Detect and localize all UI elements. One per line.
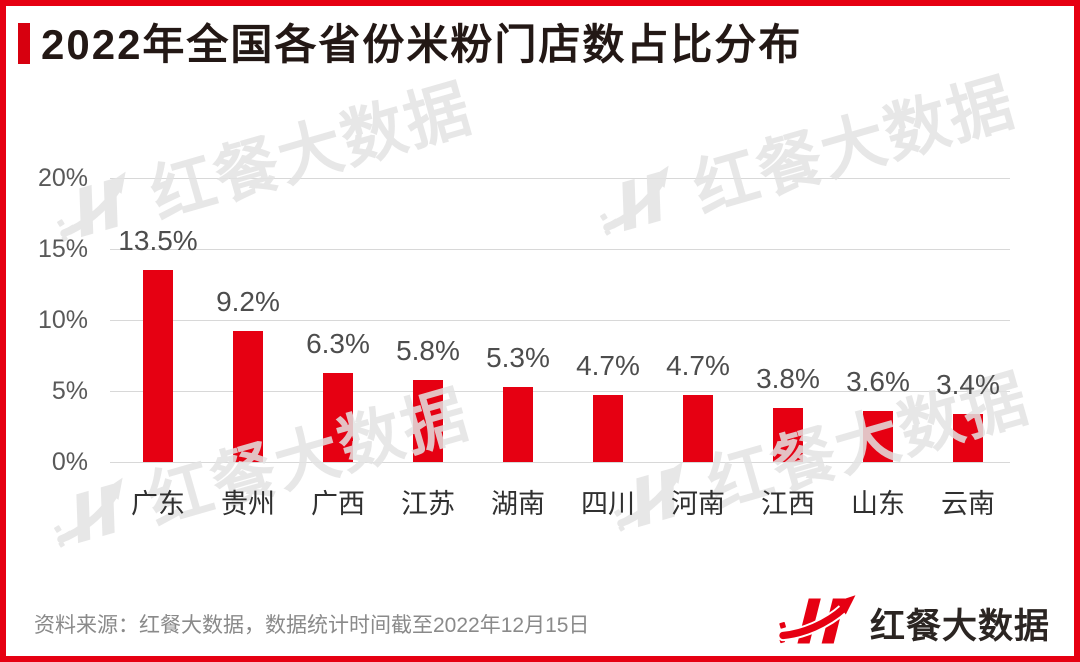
bar-四川 — [593, 395, 623, 462]
page-title: 2022年全国各省份米粉门店数占比分布 — [41, 21, 803, 68]
x-axis-category-label: 贵州 — [221, 489, 275, 519]
bar-湖南 — [503, 386, 533, 462]
x-axis-category-label: 河南 — [671, 489, 725, 519]
title-accent-bar — [18, 23, 30, 64]
bar-广西 — [323, 372, 353, 462]
brand-logo-text: 红餐大数据 — [869, 607, 1050, 646]
bar-value-label: 4.7% — [666, 350, 730, 382]
bar-江西 — [773, 408, 803, 462]
x-axis-category-label: 湖南 — [491, 489, 545, 519]
bar-江苏 — [413, 379, 443, 462]
gridline — [110, 462, 1010, 463]
bar-山东 — [863, 410, 893, 462]
bar-value-label: 4.7% — [576, 350, 640, 382]
y-axis-tick-label: 5% — [51, 377, 88, 405]
gridline — [110, 249, 1010, 250]
x-axis-category-label: 江西 — [761, 489, 815, 519]
x-axis-category-label: 广西 — [311, 489, 365, 519]
bar-贵州 — [233, 331, 263, 462]
bar-河南 — [683, 395, 713, 462]
brand-logo: 红餐大数据 — [777, 592, 1050, 655]
gridline — [110, 178, 1010, 179]
brand-watermark: 红餐大数据 — [585, 49, 1025, 260]
x-axis-category-label: 云南 — [941, 489, 995, 519]
x-axis-category-label: 广东 — [131, 489, 185, 519]
gridline — [110, 391, 1010, 392]
bar-广东 — [143, 270, 173, 462]
y-axis-tick-label: 10% — [37, 306, 88, 334]
x-axis-category-label: 江苏 — [401, 489, 455, 519]
bar-value-label: 9.2% — [216, 286, 280, 318]
bar-value-label: 6.3% — [306, 327, 370, 359]
bar-value-label: 3.4% — [936, 368, 1000, 400]
bar-value-label: 3.6% — [846, 365, 910, 397]
y-axis-tick-label: 0% — [51, 448, 88, 476]
gridline — [110, 320, 1010, 321]
bar-value-label: 5.3% — [486, 341, 550, 373]
data-source-note: 资料来源：红餐大数据，数据统计时间截至2022年12月15日 — [34, 614, 590, 637]
bar-value-label: 3.8% — [756, 363, 820, 395]
x-axis-category-label: 山东 — [851, 489, 905, 519]
y-axis-tick-label: 20% — [37, 164, 88, 192]
bar-value-label: 5.8% — [396, 334, 460, 366]
y-axis-tick-label: 15% — [37, 235, 88, 263]
bar-云南 — [953, 413, 983, 462]
bar-value-label: 13.5% — [118, 225, 198, 257]
brand-logo-icon — [777, 592, 862, 655]
